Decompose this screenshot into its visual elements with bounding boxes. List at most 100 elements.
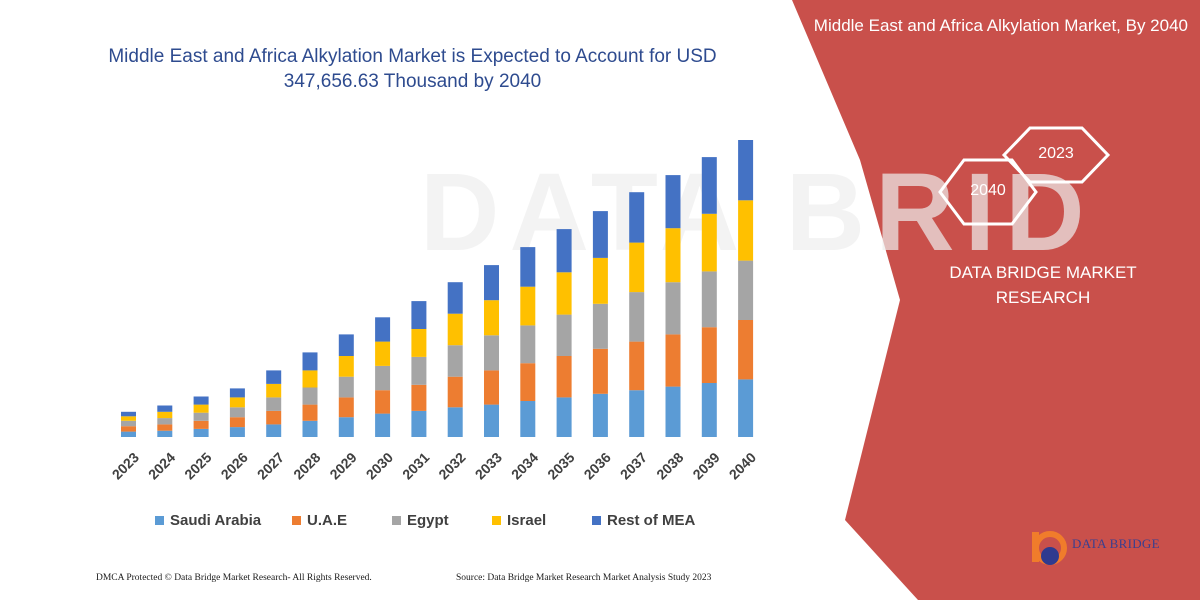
bar-segment	[266, 410, 282, 425]
bar-segment	[229, 417, 245, 428]
bar-segment	[484, 335, 499, 371]
bar-segment	[629, 341, 645, 391]
legend-item-saudi-arabia: Saudi Arabia	[155, 512, 292, 529]
legend-swatch	[392, 516, 401, 525]
x-tick-label: 2024	[145, 449, 178, 482]
footer-source: Source: Data Bridge Market Research Mark…	[456, 573, 712, 583]
x-tick-label: 2030	[363, 449, 396, 482]
bar-segment	[338, 397, 354, 418]
bar-segment	[411, 384, 427, 411]
bar-segment	[302, 370, 318, 388]
x-tick-label: 2027	[254, 449, 287, 482]
chart-title: Middle East and Africa Alkylation Market…	[108, 46, 717, 92]
bar-segment	[484, 404, 499, 437]
legend-label: Rest of MEA	[607, 512, 696, 529]
x-tick-label: 2039	[689, 449, 722, 482]
bar-segment	[266, 383, 282, 398]
bar-segment	[520, 401, 536, 437]
x-tick-labels: 2023 2024 2025 2026 2027 2028 2029 2030 2031 2032…	[109, 449, 760, 482]
legend-swatch	[292, 516, 301, 525]
bar-segment	[157, 411, 173, 419]
bar-segment	[266, 424, 282, 437]
bar-segment	[520, 286, 536, 326]
bar-segment	[447, 345, 463, 377]
bar-segment	[338, 417, 354, 437]
bar-segment	[592, 393, 608, 437]
legend-item-uae: U.A.E	[292, 512, 392, 529]
bar-segment	[302, 387, 318, 405]
bars-group	[121, 140, 754, 437]
bar-segment	[556, 356, 572, 398]
bar-segment	[629, 390, 645, 437]
bar-segment	[266, 397, 282, 411]
bar-segment	[375, 390, 391, 414]
bar-segment	[375, 341, 391, 366]
bar-segment	[375, 365, 391, 391]
side-panel-title: Middle East and Africa Alkylation Market…	[813, 16, 1188, 35]
hex-year-2040: 2040	[970, 182, 1006, 199]
bar-segment	[121, 426, 136, 432]
bar-segment	[411, 329, 427, 357]
x-tick-label: 2038	[653, 449, 686, 482]
legend-swatch	[592, 516, 601, 525]
x-tick-label: 2023	[109, 449, 142, 482]
legend-swatch	[155, 516, 164, 525]
bar-segment	[701, 327, 717, 383]
bar-segment	[520, 325, 536, 364]
x-tick-label: 2035	[544, 449, 577, 482]
bar-segment	[193, 404, 209, 413]
logo-text: DATA BRIDGE	[1072, 536, 1160, 551]
hex-year-2023: 2023	[1038, 145, 1074, 162]
bar-segment	[556, 229, 572, 273]
bar-segment	[738, 320, 754, 380]
x-tick-label: 2031	[399, 449, 432, 482]
bar-segment	[193, 412, 209, 421]
bar-segment	[157, 405, 173, 412]
bar-segment	[121, 420, 136, 427]
bar-segment	[484, 370, 499, 405]
bar-segment	[738, 260, 754, 320]
bar-segment	[193, 428, 209, 437]
bar-segment	[447, 313, 463, 346]
bar-segment	[266, 370, 282, 384]
x-tick-label: 2036	[581, 449, 614, 482]
bar-segment	[338, 376, 354, 398]
legend-item-rest-of-mea: Rest of MEA	[592, 512, 722, 529]
chart-legend: Saudi Arabia U.A.E Egypt Israel Rest of …	[155, 512, 722, 529]
bar-segment	[520, 247, 536, 287]
bar-segment	[302, 404, 318, 421]
x-tick-label: 2028	[290, 449, 323, 482]
bar-segment	[520, 363, 536, 401]
x-tick-label: 2029	[326, 449, 359, 482]
bar-segment	[411, 356, 427, 385]
x-tick-label: 2034	[508, 449, 541, 482]
bar-segment	[375, 317, 391, 342]
x-tick-label: 2025	[181, 449, 214, 482]
bar-segment	[484, 300, 499, 336]
legend-label: Saudi Arabia	[170, 512, 262, 529]
bar-segment	[193, 396, 209, 405]
bar-segment	[738, 379, 754, 437]
x-tick-label: 2032	[435, 449, 468, 482]
bar-segment	[556, 397, 572, 437]
bar-segment	[302, 352, 318, 371]
bar-segment	[665, 282, 681, 335]
bar-segment	[701, 271, 717, 328]
bar-segment	[229, 427, 245, 437]
hexagon-2023	[1001, 126, 1111, 184]
bar-segment	[447, 282, 463, 314]
side-panel-bg	[792, 0, 1200, 600]
footer-copyright: DMCA Protected © Data Bridge Market Rese…	[96, 573, 372, 583]
bar-segment	[338, 356, 354, 377]
bar-segment	[592, 303, 608, 349]
bar-segment	[629, 192, 645, 243]
bar-segment	[121, 411, 136, 417]
bar-segment	[738, 140, 754, 201]
bar-segment	[665, 334, 681, 387]
bar-segment	[701, 157, 717, 214]
hexagon-2040	[938, 158, 1038, 226]
bar-segment	[193, 420, 209, 429]
bar-segment	[157, 424, 173, 431]
bar-segment	[157, 418, 173, 425]
